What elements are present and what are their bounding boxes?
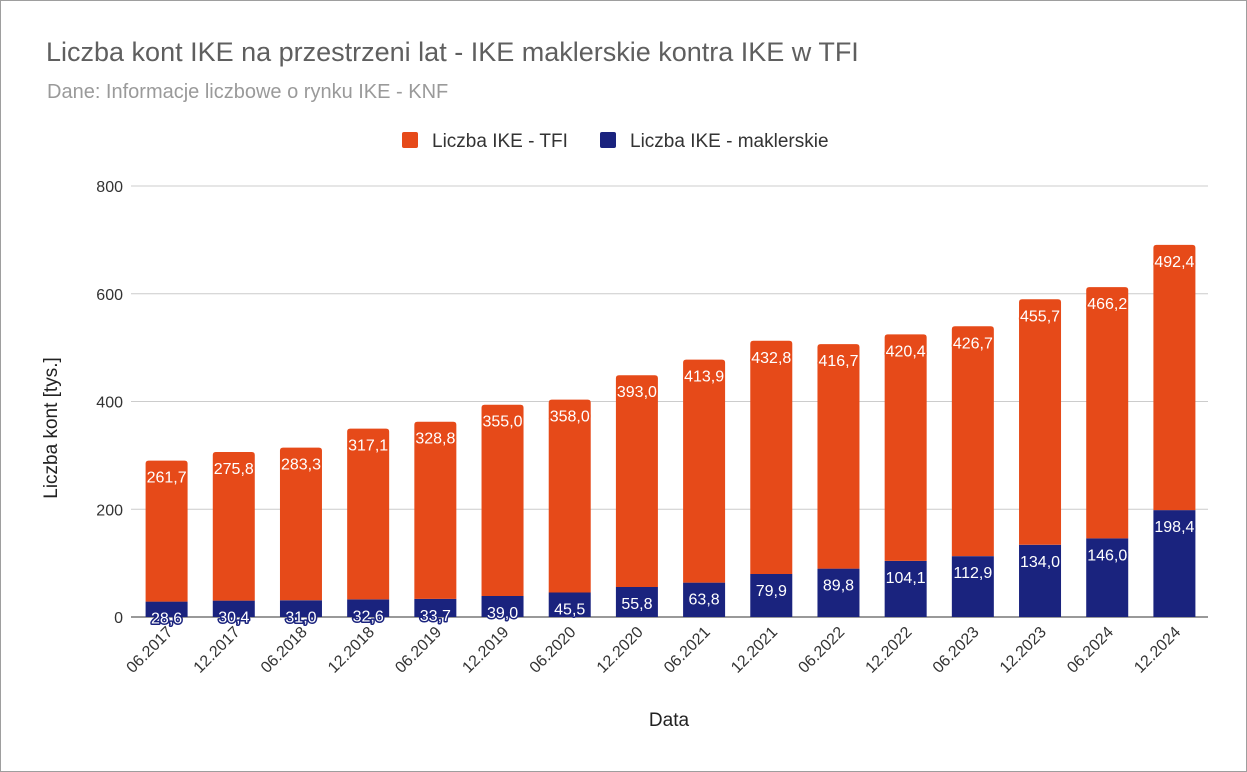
y-axis-ticks: 0 200 400 600 800	[96, 179, 123, 627]
data-label-tfi-7: 393,0	[617, 384, 657, 401]
data-label-maklerskie-5: 39,0	[487, 605, 518, 622]
bar-maklerskie-12	[951, 556, 994, 617]
bar-maklerskie-4	[414, 598, 457, 617]
bar-maklerskie-1	[212, 600, 255, 617]
bar-maklerskie-2	[279, 600, 322, 617]
bar-maklerskie-15	[1153, 510, 1196, 617]
data-label-tfi-1: 275,8	[214, 461, 254, 478]
x-tick-label-12: 06.2023	[930, 624, 983, 677]
x-tick-label-6: 06.2020	[527, 624, 580, 677]
x-tick-label-11: 12.2022	[863, 624, 916, 677]
legend-swatch-0	[402, 132, 418, 148]
data-label-tfi-2: 283,3	[281, 457, 321, 474]
bar-tfi-14	[1086, 287, 1129, 539]
data-label-tfi-0: 261,7	[147, 470, 187, 487]
data-label-maklerskie-15: 198,4	[1154, 519, 1194, 536]
x-tick-label-5: 12.2019	[459, 624, 512, 677]
x-tick-label-2: 06.2018	[258, 624, 311, 677]
data-label-tfi-13: 455,7	[1020, 308, 1060, 325]
x-tick-label-8: 06.2021	[661, 624, 714, 677]
legend-label-1: Liczba IKE - maklerskie	[630, 131, 829, 152]
bar-tfi-10	[817, 344, 860, 569]
bar-maklerskie-9	[750, 573, 793, 617]
data-label-maklerskie-11: 104,1	[886, 570, 926, 587]
y-tick-label-4: 800	[96, 179, 123, 196]
bar-tfi-9	[750, 340, 793, 574]
legend: Liczba IKE - TFI Liczba IKE - maklerskie	[402, 131, 829, 152]
data-label-tfi-12: 426,7	[953, 335, 993, 352]
bar-tfi-6	[548, 399, 591, 593]
y-tick-label-2: 400	[96, 395, 123, 412]
data-label-maklerskie-10: 89,8	[823, 578, 854, 595]
bar-tfi-4	[414, 421, 457, 599]
x-tick-label-9: 12.2021	[728, 624, 781, 677]
data-label-maklerskie-14: 146,0	[1087, 547, 1127, 564]
bar-maklerskie-13	[1019, 544, 1062, 617]
data-label-tfi-9: 432,8	[751, 350, 791, 367]
x-tick-label-10: 06.2022	[795, 624, 848, 677]
data-label-tfi-14: 466,2	[1087, 296, 1127, 313]
bar-tfi-2	[279, 447, 322, 601]
data-label-tfi-3: 317,1	[348, 438, 388, 455]
chart-title: Liczba kont IKE na przestrzeni lat - IKE…	[46, 37, 859, 67]
x-tick-label-7: 12.2020	[594, 624, 647, 677]
y-tick-label-0: 0	[114, 610, 123, 627]
data-label-tfi-10: 416,7	[818, 353, 858, 370]
x-tick-label-13: 12.2023	[997, 624, 1050, 677]
bar-tfi-1	[212, 452, 255, 601]
data-label-tfi-5: 355,0	[483, 414, 523, 431]
x-tick-label-3: 12.2018	[325, 624, 378, 677]
bar-tfi-13	[1019, 299, 1062, 545]
y-tick-label-3: 600	[96, 287, 123, 304]
data-label-maklerskie-8: 63,8	[689, 592, 720, 609]
bar-tfi-12	[951, 326, 994, 557]
bar-maklerskie-6	[548, 592, 591, 617]
data-label-tfi-11: 420,4	[886, 343, 926, 360]
bar-tfi-15	[1153, 244, 1196, 511]
data-label-maklerskie-2: 31,0	[285, 609, 316, 626]
bar-tfi-0	[145, 460, 188, 602]
bar-maklerskie-14	[1086, 538, 1129, 617]
chart-subtitle: Dane: Informacje liczbowe o rynku IKE - …	[47, 81, 449, 103]
bar-maklerskie-7	[615, 586, 658, 617]
data-label-maklerskie-13: 134,0	[1020, 554, 1060, 571]
y-axis-title: Liczba kont [tys.]	[41, 357, 62, 499]
bar-tfi-7	[615, 375, 658, 587]
bar-maklerskie-8	[683, 582, 726, 617]
data-label-tfi-15: 492,4	[1154, 254, 1194, 271]
data-label-maklerskie-9: 79,9	[756, 583, 787, 600]
bar-maklerskie-5	[481, 595, 524, 617]
data-label-tfi-4: 328,8	[415, 431, 455, 448]
x-axis-ticks: 06.2017 12.2017 06.2018 12.2018 06.2019 12.20…	[123, 624, 1184, 677]
bar-maklerskie-10	[817, 568, 860, 617]
data-label-maklerskie-7: 55,8	[621, 596, 652, 613]
legend-label-0: Liczba IKE - TFI	[432, 131, 568, 152]
data-label-tfi-8: 413,9	[684, 369, 724, 386]
bar-maklerskie-3	[347, 599, 390, 617]
bar-maklerskie-0	[145, 601, 188, 617]
bar-maklerskie-11	[884, 560, 927, 617]
x-tick-label-0: 06.2017	[123, 624, 176, 677]
bar-tfi-5	[481, 404, 524, 596]
data-label-maklerskie-6: 45,5	[554, 601, 585, 618]
bar-tfi-8	[683, 359, 726, 583]
legend-swatch-1	[600, 132, 616, 148]
x-axis-title: Data	[649, 710, 690, 731]
x-tick-label-4: 06.2019	[392, 624, 445, 677]
x-tick-label-14: 06.2024	[1064, 624, 1117, 677]
data-label-maklerskie-1: 30,4	[218, 610, 249, 627]
x-tick-label-15: 12.2024	[1131, 624, 1184, 677]
y-tick-label-1: 200	[96, 502, 123, 519]
data-label-tfi-6: 358,0	[550, 409, 590, 426]
bar-tfi-3	[347, 428, 390, 600]
data-label-maklerskie-12: 112,9	[953, 565, 992, 582]
data-label-maklerskie-0: 28,6	[151, 611, 182, 628]
bar-tfi-11	[884, 334, 927, 561]
x-tick-label-1: 12.2017	[191, 624, 244, 677]
bars: 28,6 30,4 31,0 32,6 33,7 39,0 45,5 55,8 63,8 79,9…	[145, 244, 1196, 629]
data-label-maklerskie-4: 33,7	[420, 608, 451, 625]
data-label-maklerskie-3: 32,6	[353, 608, 384, 625]
